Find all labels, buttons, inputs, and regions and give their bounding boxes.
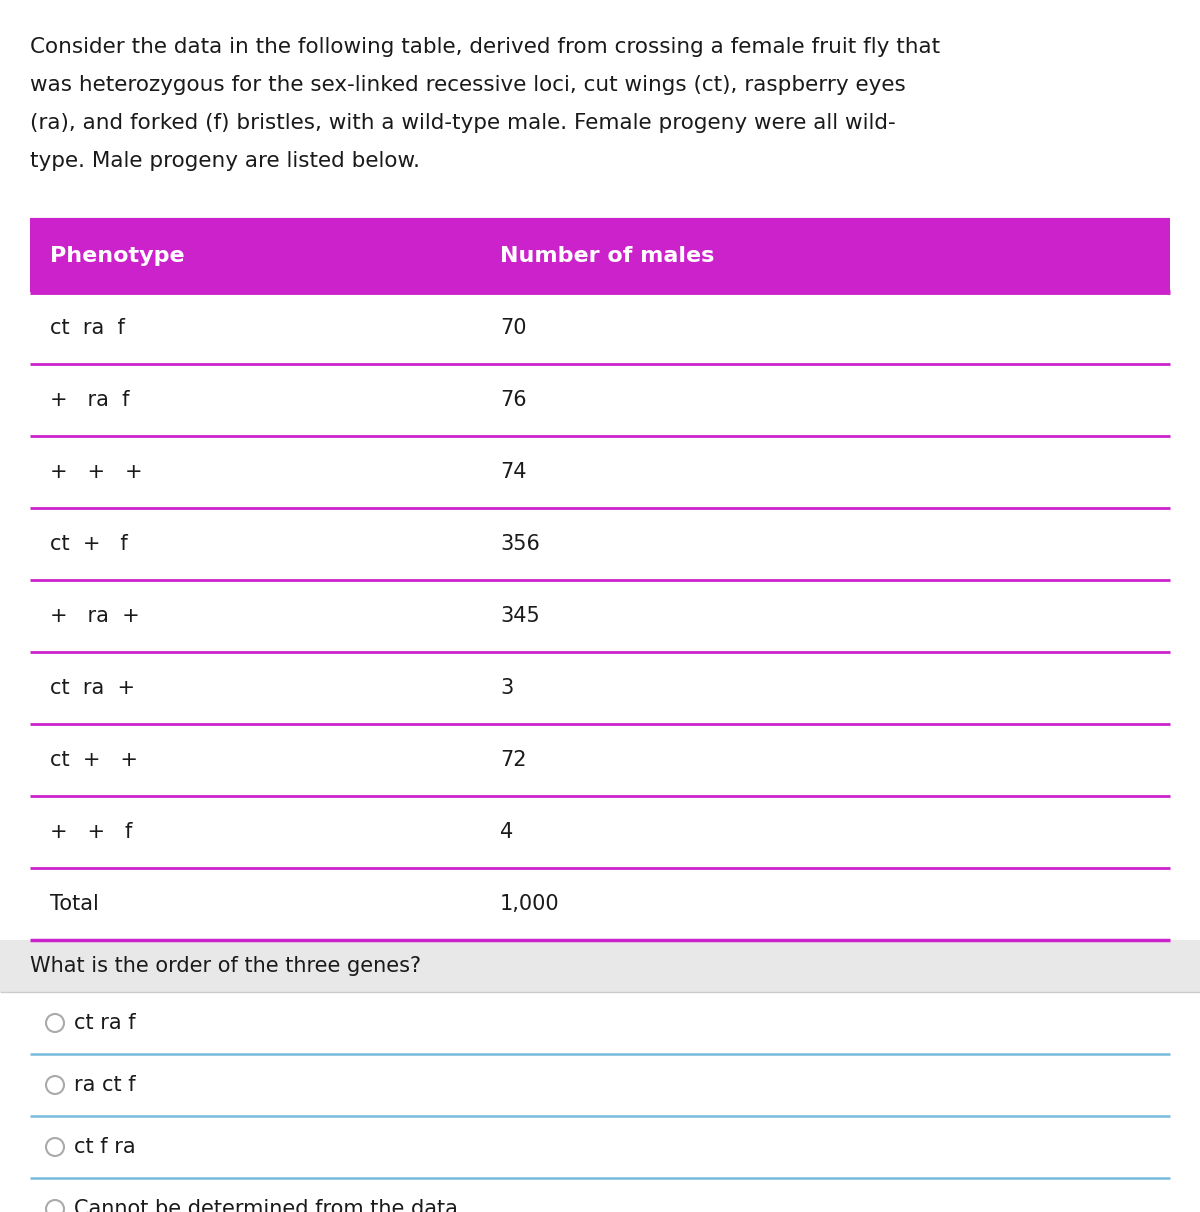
Text: What is the order of the three genes?: What is the order of the three genes? [30, 956, 421, 976]
Text: ct ra f: ct ra f [74, 1013, 136, 1033]
Text: 4: 4 [500, 822, 514, 842]
Bar [30, 581, 1170, 652]
Text: Phenotype: Phenotype [50, 246, 185, 265]
Text: 72: 72 [500, 750, 527, 770]
Bar [0, 941, 1200, 991]
Bar [30, 652, 1170, 724]
Bar [30, 868, 1170, 941]
Text: ct  +   f: ct + f [50, 534, 127, 554]
Text: +   ra  +: + ra + [50, 606, 139, 627]
Text: 1,000: 1,000 [500, 894, 559, 914]
Bar [0, 1116, 1200, 1178]
Bar [30, 292, 1170, 364]
Text: +   +   +: + + + [50, 462, 143, 482]
Text: Consider the data in the following table, derived from crossing a female fruit f: Consider the data in the following table… [30, 38, 940, 57]
Bar [0, 991, 1200, 1054]
Bar [30, 796, 1170, 868]
Bar [30, 221, 1170, 292]
Text: ct f ra: ct f ra [74, 1137, 136, 1157]
Text: ra ct f: ra ct f [74, 1075, 136, 1094]
Text: 356: 356 [500, 534, 540, 554]
Text: Cannot be determined from the data: Cannot be determined from the data [74, 1199, 458, 1212]
Bar [30, 436, 1170, 508]
Bar [30, 508, 1170, 581]
Text: 74: 74 [500, 462, 527, 482]
Bar [0, 1054, 1200, 1116]
Text: 345: 345 [500, 606, 540, 627]
Bar [0, 1178, 1200, 1212]
Text: 3: 3 [500, 678, 514, 698]
Text: type. Male progeny are listed below.: type. Male progeny are listed below. [30, 152, 420, 171]
Text: Number of males: Number of males [500, 246, 714, 265]
Text: +   +   f: + + f [50, 822, 132, 842]
Bar [30, 724, 1170, 796]
Text: ct  ra  f: ct ra f [50, 318, 125, 338]
Text: 70: 70 [500, 318, 527, 338]
Text: 76: 76 [500, 390, 527, 410]
Text: +   ra  f: + ra f [50, 390, 130, 410]
Text: Total: Total [50, 894, 98, 914]
Text: ct  +   +: ct + + [50, 750, 138, 770]
Text: (ra), and forked (f) bristles, with a wild-type male. Female progeny were all wi: (ra), and forked (f) bristles, with a wi… [30, 113, 895, 133]
Text: ct  ra  +: ct ra + [50, 678, 136, 698]
Text: was heterozygous for the sex-linked recessive loci, cut wings (ct), raspberry ey: was heterozygous for the sex-linked rece… [30, 75, 906, 95]
Bar [30, 364, 1170, 436]
